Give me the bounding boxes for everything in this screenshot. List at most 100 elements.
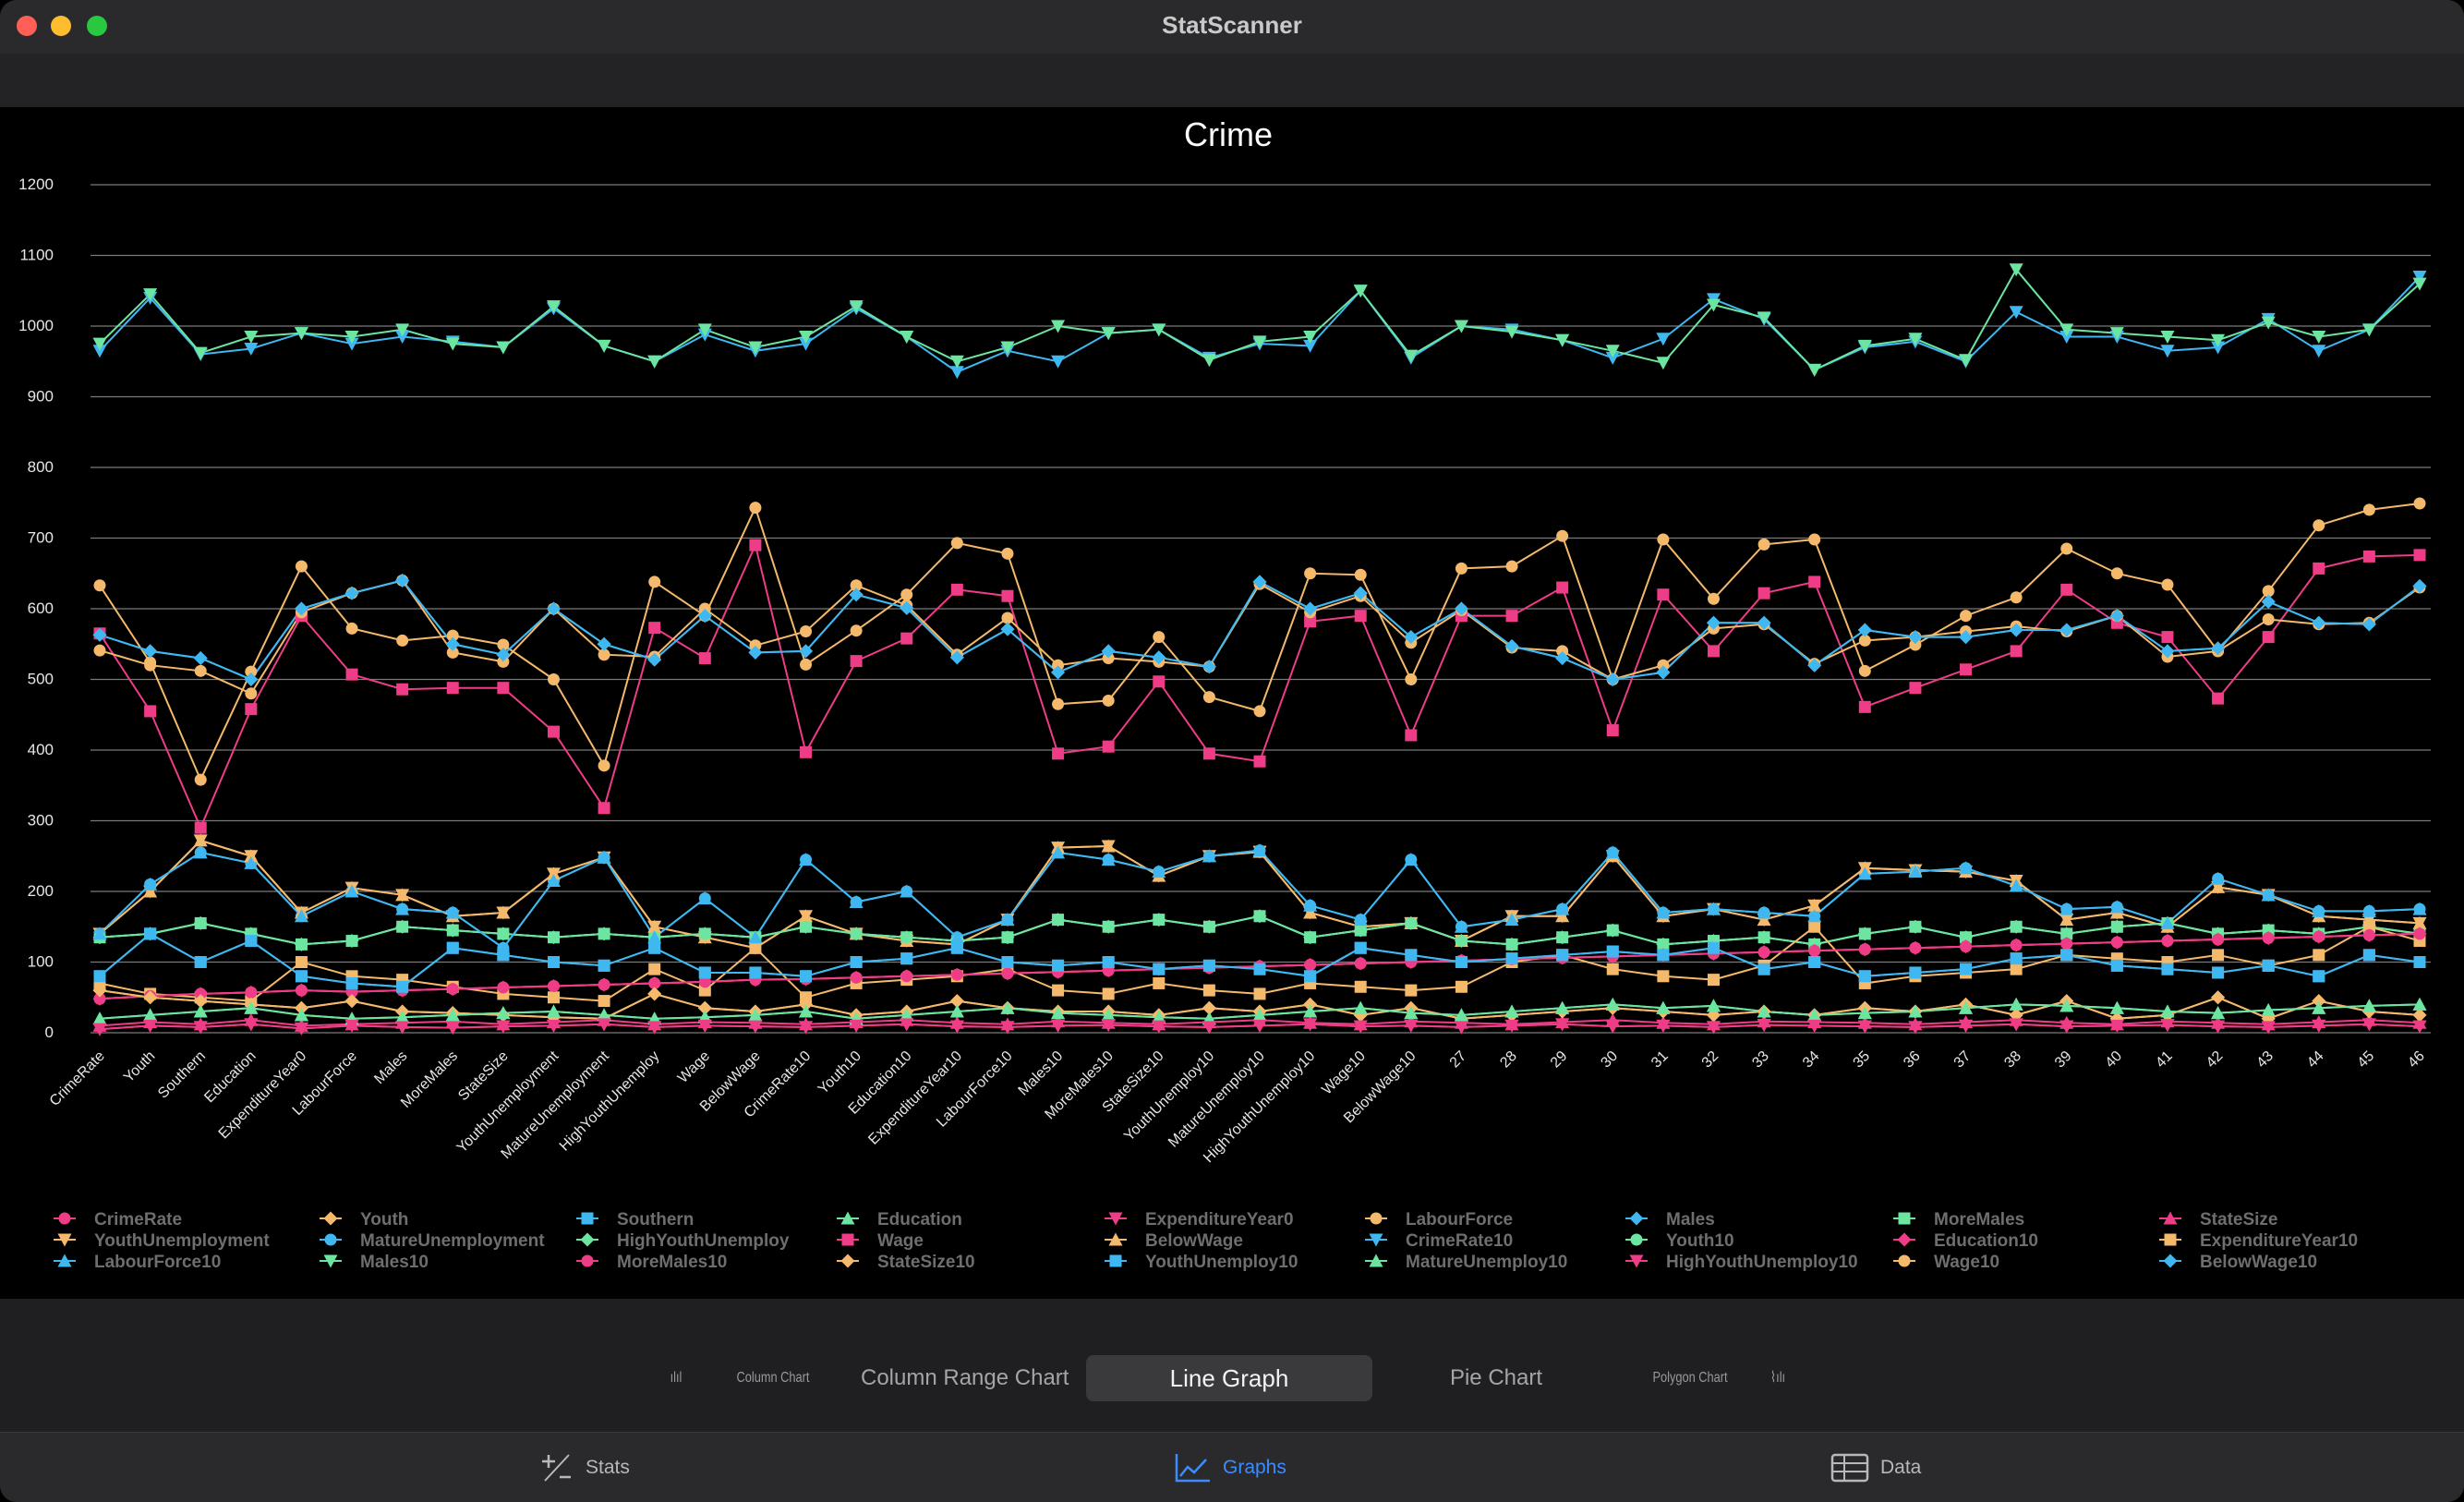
legend-label[interactable]: MoreMales bbox=[1934, 1210, 2024, 1229]
legend-marker bbox=[324, 1233, 337, 1246]
legend-label[interactable]: StateSize10 bbox=[877, 1253, 975, 1272]
minimize-window-button[interactable] bbox=[51, 16, 71, 36]
data-point bbox=[497, 638, 510, 651]
tab-data[interactable]: Data bbox=[1830, 1433, 1921, 1502]
data-point bbox=[245, 665, 258, 678]
data-point bbox=[647, 1021, 662, 1035]
data-point bbox=[1656, 357, 1671, 370]
data-point bbox=[648, 622, 661, 635]
legend-label[interactable]: Education bbox=[877, 1210, 962, 1229]
legend-label[interactable]: MatureUnemployment bbox=[360, 1231, 545, 1251]
legend-label[interactable]: HighYouthUnemploy bbox=[617, 1231, 790, 1251]
x-tick-label: 43 bbox=[2253, 1048, 2277, 1072]
legend-label[interactable]: YouthUnemploy10 bbox=[1145, 1253, 1298, 1272]
data-point bbox=[2261, 1003, 2276, 1017]
segment-column-chart[interactable]: Column Chart bbox=[736, 1370, 810, 1386]
data-point bbox=[1353, 285, 1368, 298]
legend-marker bbox=[1109, 1254, 1122, 1267]
data-point bbox=[1304, 931, 1317, 944]
legend-marker bbox=[323, 1254, 338, 1268]
data-point bbox=[647, 987, 662, 1001]
data-point bbox=[1757, 538, 1770, 551]
data-point bbox=[1405, 916, 1418, 929]
legend-marker bbox=[2164, 1233, 2177, 1246]
data-point bbox=[92, 1023, 107, 1036]
legend-label[interactable]: LabourForce10 bbox=[94, 1253, 221, 1272]
data-point bbox=[395, 888, 410, 902]
close-window-button[interactable] bbox=[17, 16, 37, 36]
legend-label[interactable]: Youth bbox=[360, 1210, 408, 1229]
x-tick-label: ExpenditureYear10 bbox=[865, 1048, 965, 1148]
segment-polygon-chart[interactable]: Polygon Chart bbox=[1652, 1370, 1728, 1386]
data-point bbox=[2060, 949, 2073, 962]
data-point bbox=[2312, 615, 2326, 630]
legend-label[interactable]: MatureUnemploy10 bbox=[1406, 1253, 1567, 1272]
data-point bbox=[1556, 949, 1569, 962]
data-point bbox=[93, 579, 106, 592]
legend-label[interactable]: BelowWage bbox=[1145, 1231, 1243, 1251]
legend-label[interactable]: ExpenditureYear0 bbox=[1145, 1210, 1294, 1229]
data-point bbox=[1857, 866, 1872, 880]
data-point bbox=[244, 672, 259, 686]
data-point bbox=[850, 927, 863, 940]
data-point bbox=[1556, 931, 1569, 944]
legend-label[interactable]: Males bbox=[1666, 1210, 1715, 1229]
data-point bbox=[344, 884, 359, 898]
segment-line-graph[interactable]: Line Graph bbox=[1086, 1355, 1372, 1401]
legend-label[interactable]: LabourForce bbox=[1406, 1210, 1513, 1229]
segment-pie-chart[interactable]: Pie Chart bbox=[1449, 1365, 1543, 1390]
data-point bbox=[2110, 959, 2123, 972]
data-point bbox=[1960, 931, 1973, 944]
data-point bbox=[1354, 568, 1367, 581]
legend-label[interactable]: BelowWage10 bbox=[2200, 1253, 2317, 1272]
zoom-window-button[interactable] bbox=[87, 16, 107, 36]
legend-label[interactable]: StateSize bbox=[2200, 1210, 2277, 1229]
legend-label[interactable]: Education10 bbox=[1934, 1231, 2038, 1251]
data-point bbox=[1706, 999, 1721, 1012]
data-point bbox=[245, 703, 258, 716]
legend-label[interactable]: ExpenditureYear10 bbox=[2200, 1231, 2358, 1251]
chart-title: Crime bbox=[1184, 115, 1273, 153]
legend-label[interactable]: Youth10 bbox=[1666, 1231, 1734, 1251]
data-point bbox=[345, 668, 358, 681]
data-point bbox=[93, 992, 106, 1005]
legend-label[interactable]: Southern bbox=[617, 1210, 694, 1229]
legend-label[interactable]: YouthUnemployment bbox=[94, 1231, 270, 1251]
data-point bbox=[345, 622, 358, 635]
segment-column-range-chart[interactable]: Column Range Chart bbox=[861, 1365, 1069, 1390]
legend-label[interactable]: Wage bbox=[877, 1231, 924, 1251]
data-point bbox=[749, 502, 762, 515]
data-point bbox=[547, 725, 560, 738]
data-point bbox=[2109, 1019, 2124, 1033]
data-point bbox=[1303, 330, 1318, 344]
legend-label[interactable]: CrimeRate10 bbox=[1406, 1231, 1513, 1251]
data-point bbox=[1001, 547, 1014, 560]
tab-graphs[interactable]: Graphs bbox=[1173, 1433, 1286, 1502]
data-point bbox=[849, 300, 864, 314]
x-tick-label: 39 bbox=[2052, 1048, 2075, 1072]
data-point bbox=[1555, 333, 1570, 347]
legend-label[interactable]: MoreMales10 bbox=[617, 1253, 727, 1272]
legend-label[interactable]: CrimeRate bbox=[94, 1210, 182, 1229]
legend-label[interactable]: Wage10 bbox=[1934, 1253, 1999, 1272]
x-tick-label: Wage10 bbox=[1319, 1048, 1369, 1098]
column-chart-icon[interactable]: ılıl bbox=[670, 1370, 682, 1386]
data-point bbox=[194, 773, 207, 786]
data-point bbox=[1405, 984, 1418, 997]
data-point bbox=[2312, 330, 2326, 344]
data-point bbox=[1757, 946, 1770, 959]
data-point bbox=[1857, 1020, 1872, 1034]
legend-marker bbox=[323, 1211, 338, 1226]
data-point bbox=[144, 705, 157, 718]
data-point bbox=[2010, 963, 2023, 975]
data-point bbox=[1202, 691, 1215, 704]
legend-label[interactable]: HighYouthUnemploy10 bbox=[1666, 1253, 1858, 1272]
data-point bbox=[1052, 697, 1065, 710]
legend-label[interactable]: Males10 bbox=[360, 1253, 429, 1272]
x-tick-label: 35 bbox=[1851, 1048, 1874, 1072]
legend-marker bbox=[1108, 1232, 1123, 1246]
polygon-chart-icon[interactable]: ⌇ılı bbox=[1769, 1370, 1786, 1386]
tab-stats[interactable]: Stats bbox=[539, 1433, 630, 1502]
x-tick-label: MatureUnemploy10 bbox=[1166, 1048, 1268, 1151]
tab-graphs-label: Graphs bbox=[1223, 1457, 1286, 1478]
